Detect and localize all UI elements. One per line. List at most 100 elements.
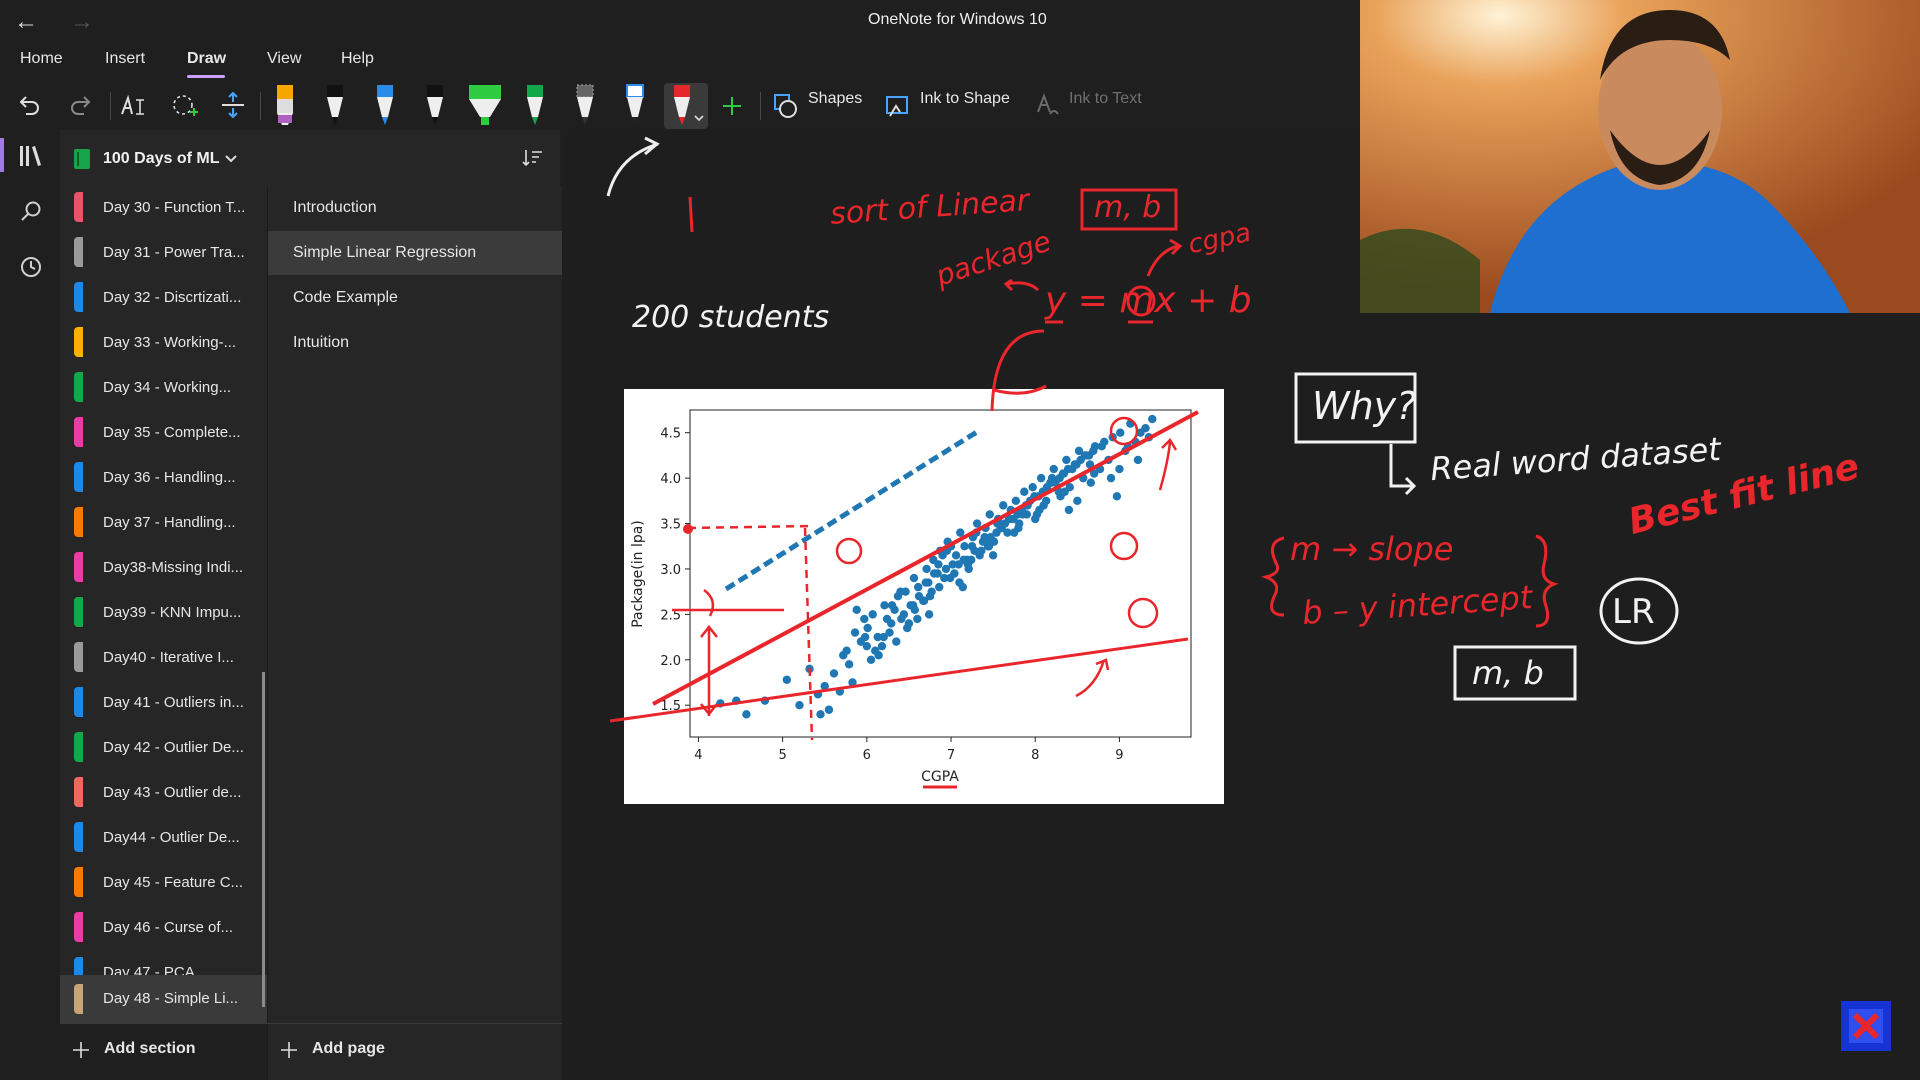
search-icon[interactable] [19, 200, 43, 224]
section-item[interactable]: Day 42 - Outlier De... [60, 726, 267, 770]
section-item[interactable]: Day 45 - Feature C... [60, 861, 267, 905]
section-item[interactable]: Day40 - Iterative I... [60, 636, 267, 680]
section-item[interactable]: Day 33 - Working-... [60, 321, 267, 365]
menu-insert[interactable]: Insert [105, 50, 146, 67]
scatter-point [951, 551, 961, 560]
section-item[interactable]: Day 32 - Discrtizati... [60, 276, 267, 320]
black-pen-icon[interactable] [320, 83, 350, 129]
highlighter-pen-icon[interactable] [270, 83, 300, 129]
y-tick-label: 1.5 [660, 699, 681, 714]
chevron-down-icon[interactable] [224, 154, 238, 164]
lasso-add-icon[interactable] [170, 92, 200, 120]
scatter-point [1144, 433, 1154, 442]
scatter-point [732, 696, 741, 705]
white-pen-icon[interactable] [620, 83, 650, 129]
notebook-name[interactable]: 100 Days of ML [103, 150, 220, 167]
green-highlighter-icon[interactable] [466, 83, 504, 129]
scatter-point [1036, 473, 1046, 483]
page-item[interactable]: Introduction [268, 186, 563, 230]
back-arrow-icon[interactable]: ← [14, 8, 38, 35]
section-item[interactable]: Day 46 - Curse of... [60, 906, 267, 950]
blue-pen-icon[interactable] [370, 83, 400, 129]
scatter-point [760, 696, 770, 705]
scatter-point [1059, 469, 1069, 478]
scatter-point [882, 614, 892, 624]
page-item[interactable]: Code Example [268, 276, 563, 320]
section-color-tab [74, 822, 83, 852]
sections-scrollbar[interactable] [262, 672, 265, 1007]
notebooks-icon[interactable] [18, 144, 44, 168]
section-label: Day 30 - Function T... [103, 199, 246, 216]
section-item[interactable]: Day 31 - Power Tra... [60, 231, 267, 275]
section-color-tab [74, 327, 83, 357]
section-color-tab [74, 192, 83, 222]
lasso-select-icon[interactable] [118, 92, 148, 120]
section-color-tab [74, 642, 83, 672]
scatter-point [1009, 528, 1019, 537]
section-label: Day 36 - Handling... [103, 469, 236, 486]
page-item-selected[interactable]: Simple Linear Regression [268, 231, 563, 275]
menu-view[interactable]: View [267, 50, 302, 67]
scatter-point [988, 551, 998, 560]
scatter-plot-image: 4 5 6 7 8 9 1.5 2.0 2.5 3.0 3.5 4.0 4.5 CGPA Package… [624, 389, 1224, 804]
section-color-tab [74, 984, 83, 1014]
redo-icon[interactable] [68, 92, 94, 118]
section-item[interactable]: Day 41 - Outliers in... [60, 681, 267, 725]
scatter-point [866, 655, 876, 664]
page-label: Simple Linear Regression [293, 244, 477, 261]
page-item[interactable]: Intuition [268, 321, 563, 365]
scatter-point [921, 578, 930, 587]
scatter-point [795, 701, 804, 710]
add-space-icon[interactable] [218, 90, 248, 120]
section-item[interactable]: Day 30 - Function T... [60, 186, 267, 230]
green-pen-icon[interactable] [520, 83, 550, 129]
ink-to-text-icon[interactable] [1034, 92, 1062, 120]
scatter-point [955, 578, 964, 587]
x-tick-label: 6 [863, 748, 871, 763]
scatter-point [914, 592, 924, 601]
scatter-point [1131, 437, 1140, 446]
section-item[interactable]: Day 43 - Outlier de... [60, 771, 267, 815]
section-item[interactable]: Day44 - Outlier De... [60, 816, 267, 860]
ink-to-text-button[interactable]: Ink to Text [1069, 90, 1142, 107]
section-label: Day 43 - Outlier de... [103, 784, 242, 801]
shapes-icon[interactable] [772, 92, 800, 120]
window-title: OneNote for Windows 10 [868, 11, 1047, 28]
section-color-tab [74, 867, 83, 897]
section-item-selected[interactable]: Day 48 - Simple Li... [60, 975, 267, 1023]
undo-icon[interactable] [16, 92, 42, 118]
section-item[interactable]: Day 35 - Complete... [60, 411, 267, 455]
scatter-point [842, 646, 851, 655]
section-item[interactable]: Day38-Missing Indi... [60, 546, 267, 590]
x-tick-label: 4 [694, 748, 702, 763]
black-pen-2-icon[interactable] [420, 83, 450, 129]
recent-clock-icon[interactable] [19, 255, 43, 279]
ink-to-shape-icon[interactable] [884, 92, 912, 120]
x-tick-label: 8 [1031, 748, 1039, 763]
scatter-point [860, 632, 870, 642]
pencil-icon[interactable] [570, 83, 600, 129]
ink-to-shape-button[interactable]: Ink to Shape [920, 90, 1010, 107]
shapes-button[interactable]: Shapes [808, 90, 863, 107]
menu-home[interactable]: Home [20, 50, 63, 67]
forward-arrow-icon[interactable]: → [70, 8, 94, 35]
red-pen-selected-icon[interactable] [664, 83, 708, 129]
menu-help[interactable]: Help [341, 50, 374, 67]
y-tick-label: 4.5 [660, 427, 681, 442]
section-item[interactable]: Day 37 - Handling... [60, 501, 267, 545]
scatter-point [913, 614, 922, 624]
scatter-point [716, 699, 725, 708]
add-page-plus-icon[interactable] [280, 1041, 298, 1059]
menu-draw[interactable]: Draw [187, 50, 227, 67]
section-item[interactable]: Day39 - KNN Impu... [60, 591, 267, 635]
scatter-point [935, 582, 944, 592]
add-section-button[interactable]: Add section [104, 1040, 196, 1057]
add-pen-icon[interactable] [720, 94, 744, 118]
scatter-point [1123, 442, 1133, 451]
add-page-button[interactable]: Add page [312, 1040, 385, 1057]
section-item[interactable]: Day 36 - Handling... [60, 456, 267, 500]
section-color-tab [74, 552, 83, 582]
add-section-plus-icon[interactable] [72, 1041, 90, 1059]
sort-icon[interactable] [522, 148, 544, 168]
section-item[interactable]: Day 34 - Working... [60, 366, 267, 410]
